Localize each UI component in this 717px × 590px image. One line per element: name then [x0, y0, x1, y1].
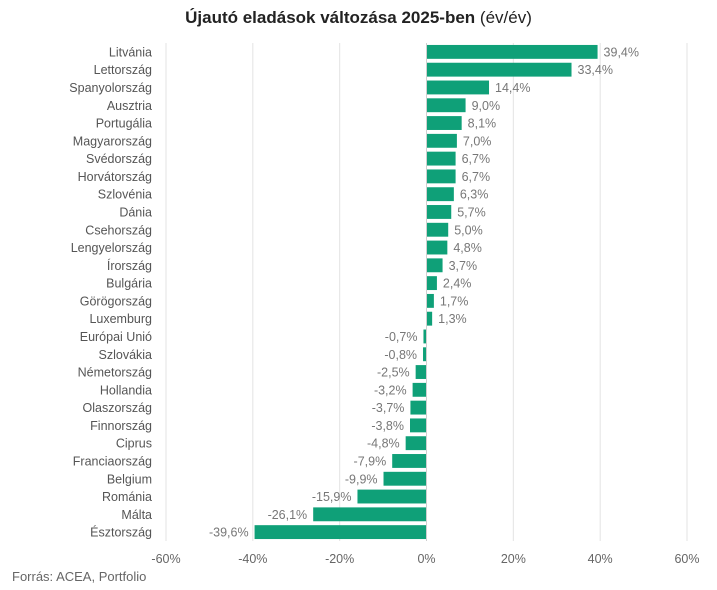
chart-title: Újautó eladások változása 2025-ben (év/é…: [0, 8, 717, 28]
bar: [423, 329, 427, 344]
data-label: -9,9%: [345, 472, 378, 486]
category-label: Bulgária: [106, 277, 152, 291]
x-tick-label: 0%: [417, 552, 435, 566]
x-tick-label: -60%: [151, 552, 180, 566]
bar: [426, 80, 490, 95]
category-label: Litvánia: [109, 45, 152, 59]
data-label: 7,0%: [463, 134, 492, 148]
category-label: Szlovákia: [99, 348, 153, 362]
bar: [254, 525, 427, 540]
data-label: 2,4%: [443, 277, 472, 291]
bar: [426, 98, 466, 113]
x-tick-label: -40%: [238, 552, 267, 566]
data-label: 4,8%: [453, 241, 482, 255]
category-label: Németország: [78, 366, 152, 380]
category-label: Európai Unió: [80, 330, 152, 344]
bar: [357, 489, 427, 504]
data-label: 8,1%: [468, 117, 497, 131]
category-label: Ausztria: [107, 99, 152, 113]
category-label: Franciaország: [73, 454, 152, 468]
data-label: -15,9%: [312, 490, 352, 504]
source-note: Forrás: ACEA, Portfolio: [12, 569, 147, 584]
category-label: Finnország: [90, 419, 152, 433]
category-label: Írország: [107, 258, 152, 273]
bar: [426, 311, 433, 326]
bar: [426, 151, 456, 166]
chart-title-main: Újautó eladások változása 2025-ben: [185, 8, 476, 27]
bar: [423, 347, 427, 362]
data-label: 9,0%: [472, 99, 501, 113]
data-label: 1,3%: [438, 312, 467, 326]
bar: [426, 187, 454, 202]
category-label: Svédország: [86, 152, 152, 166]
bar: [383, 471, 427, 486]
bar: [426, 240, 448, 255]
bar: [426, 222, 449, 237]
data-label: -2,5%: [377, 366, 410, 380]
bar: [426, 133, 457, 148]
data-label: 1,7%: [440, 294, 469, 308]
bar: [405, 436, 427, 451]
category-label: Magyarország: [73, 134, 152, 148]
bar: [412, 382, 427, 397]
data-label: -39,6%: [209, 526, 249, 540]
category-label: Belgium: [107, 472, 152, 486]
bar: [426, 293, 434, 308]
data-label: -3,8%: [371, 419, 404, 433]
x-tick-label: -20%: [325, 552, 354, 566]
category-label: Románia: [102, 490, 152, 504]
bar: [426, 62, 572, 77]
category-label: Portugália: [96, 117, 152, 131]
bar: [426, 169, 456, 184]
category-label: Luxemburg: [89, 312, 152, 326]
category-label: Spanyolország: [69, 81, 152, 95]
data-label: 5,0%: [454, 223, 483, 237]
data-label: 39,4%: [604, 45, 639, 59]
category-label: Észtország: [90, 525, 152, 540]
category-label: Lettország: [94, 63, 152, 77]
bar: [426, 116, 462, 130]
x-tick-label: 20%: [501, 552, 526, 566]
data-label: -0,8%: [384, 348, 417, 362]
data-label: -7,9%: [354, 454, 387, 468]
chart-title-unit: (év/év): [479, 8, 532, 27]
category-label: Csehország: [85, 223, 152, 237]
x-tick-label: 40%: [588, 552, 613, 566]
data-label: -3,2%: [374, 383, 407, 397]
category-label: Hollandia: [100, 383, 152, 397]
category-label: Ciprus: [116, 437, 152, 451]
data-label: -26,1%: [268, 508, 308, 522]
bar: [410, 418, 427, 433]
category-label: Görögország: [80, 294, 152, 308]
bar: [415, 365, 427, 379]
bar: [313, 507, 427, 522]
data-label: 6,7%: [462, 152, 491, 166]
bar: [426, 44, 598, 59]
category-label: Dánia: [119, 205, 152, 219]
bar: [392, 454, 427, 468]
data-label: -3,7%: [372, 401, 405, 415]
data-label: 3,7%: [449, 259, 478, 273]
category-label: Lengyelország: [71, 241, 152, 255]
category-label: Horvátország: [78, 170, 152, 184]
data-label: 5,7%: [457, 205, 486, 219]
data-label: 6,7%: [462, 170, 491, 184]
data-label: 6,3%: [460, 188, 489, 202]
bar: [410, 400, 427, 415]
bar: [426, 258, 443, 273]
data-label: 33,4%: [578, 63, 613, 77]
category-label: Szlovénia: [98, 188, 152, 202]
bar: [426, 276, 437, 291]
data-label: 14,4%: [495, 81, 530, 95]
data-label: -4,8%: [367, 437, 400, 451]
x-tick-label: 60%: [674, 552, 699, 566]
category-label: Olaszország: [83, 401, 153, 415]
category-label: Málta: [121, 508, 152, 522]
bar: [426, 205, 452, 219]
data-label: -0,7%: [385, 330, 418, 344]
